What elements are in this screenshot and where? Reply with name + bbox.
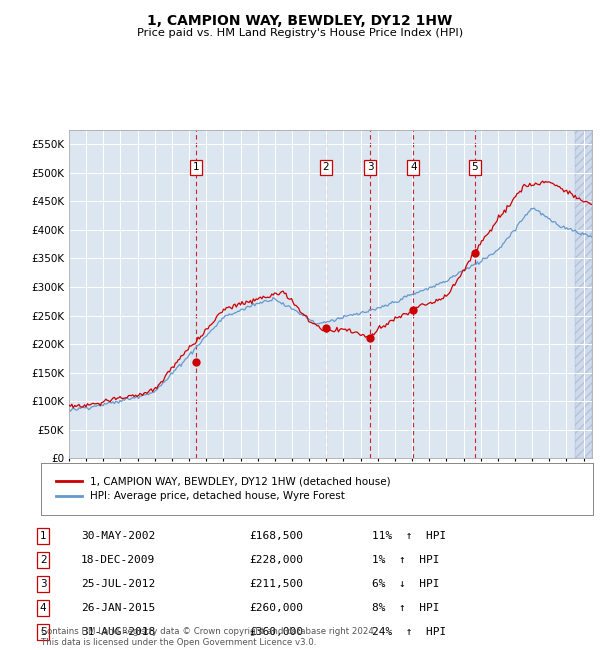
Text: 6%  ↓  HPI: 6% ↓ HPI <box>372 579 439 589</box>
Text: £228,000: £228,000 <box>249 555 303 565</box>
Text: 4: 4 <box>40 603 47 613</box>
Text: £360,000: £360,000 <box>249 627 303 637</box>
Bar <box>575 130 592 458</box>
Text: 2: 2 <box>322 162 329 172</box>
Text: 25-JUL-2012: 25-JUL-2012 <box>81 579 155 589</box>
Text: 5: 5 <box>40 627 47 637</box>
Text: 26-JAN-2015: 26-JAN-2015 <box>81 603 155 613</box>
Text: Contains HM Land Registry data © Crown copyright and database right 2024.
This d: Contains HM Land Registry data © Crown c… <box>41 627 376 647</box>
Text: 11%  ↑  HPI: 11% ↑ HPI <box>372 531 446 541</box>
Text: 3: 3 <box>40 579 47 589</box>
Text: £260,000: £260,000 <box>249 603 303 613</box>
Legend: 1, CAMPION WAY, BEWDLEY, DY12 1HW (detached house), HPI: Average price, detached: 1, CAMPION WAY, BEWDLEY, DY12 1HW (detac… <box>52 472 395 506</box>
Text: 5: 5 <box>472 162 478 172</box>
Text: 1, CAMPION WAY, BEWDLEY, DY12 1HW: 1, CAMPION WAY, BEWDLEY, DY12 1HW <box>148 14 452 29</box>
Text: 2: 2 <box>40 555 47 565</box>
Text: 18-DEC-2009: 18-DEC-2009 <box>81 555 155 565</box>
Text: 3: 3 <box>367 162 374 172</box>
Text: 1: 1 <box>193 162 199 172</box>
Text: 1%  ↑  HPI: 1% ↑ HPI <box>372 555 439 565</box>
Text: 31-AUG-2018: 31-AUG-2018 <box>81 627 155 637</box>
Text: 1: 1 <box>40 531 47 541</box>
Text: 24%  ↑  HPI: 24% ↑ HPI <box>372 627 446 637</box>
Text: 8%  ↑  HPI: 8% ↑ HPI <box>372 603 439 613</box>
Text: 4: 4 <box>410 162 416 172</box>
Text: £168,500: £168,500 <box>249 531 303 541</box>
Text: £211,500: £211,500 <box>249 579 303 589</box>
Text: Price paid vs. HM Land Registry's House Price Index (HPI): Price paid vs. HM Land Registry's House … <box>137 28 463 38</box>
Bar <box>575 130 592 458</box>
Text: 30-MAY-2002: 30-MAY-2002 <box>81 531 155 541</box>
